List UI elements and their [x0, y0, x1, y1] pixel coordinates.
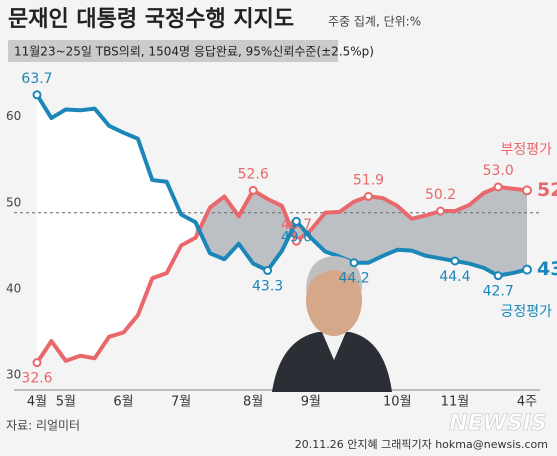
data-label: 63.7: [21, 71, 52, 87]
series-line: [35, 184, 528, 364]
legend-label: 긍정평가: [500, 304, 552, 320]
data-label: 43.4: [537, 258, 557, 280]
credit: 20.11.26 안지혜 그래픽기자 hokma@newsis.com: [295, 438, 548, 451]
x-tick-label: 5월: [56, 395, 76, 410]
data-label: 49.0: [281, 229, 312, 245]
data-label: 32.6: [21, 371, 52, 387]
x-tick-label: 7월: [171, 395, 191, 410]
x-tick-label: 4주: [517, 395, 537, 410]
data-label: 52.6: [238, 166, 269, 182]
point: [32, 358, 42, 368]
data-label: 50.2: [425, 187, 456, 203]
point: [450, 256, 460, 266]
point: [493, 182, 503, 192]
gap-area: [37, 94, 196, 363]
point: [522, 264, 532, 275]
watermark: NEWSIS: [449, 411, 547, 436]
point: [522, 185, 532, 196]
point: [349, 258, 359, 268]
data-label: 43.3: [252, 278, 283, 294]
note: 11월23~25일 TBS의뢰, 1504명 응답완료, 95%신뢰수준(±2.…: [14, 45, 374, 59]
x-tick-label: 10월: [383, 395, 412, 410]
x-tick-label: 4월: [27, 395, 47, 410]
data-label: 44.2: [338, 271, 369, 287]
x-tick-label: 9월: [301, 395, 321, 410]
data-label: 44.4: [439, 269, 470, 285]
data-label: 42.7: [483, 284, 514, 300]
point: [32, 90, 42, 100]
y-tick-label: 40: [6, 281, 21, 295]
x-tick-label: 11월: [441, 395, 470, 410]
chart-title: 문재인 대통령 국정수행 지지도: [8, 7, 294, 32]
point: [263, 265, 273, 275]
point: [436, 206, 446, 216]
data-label: 53.0: [483, 163, 514, 179]
source: 자료: 리얼미터: [6, 419, 80, 433]
note-box: [8, 40, 338, 62]
point: [248, 185, 258, 195]
point: [291, 236, 301, 246]
point: [363, 191, 373, 201]
point: [291, 216, 301, 226]
portrait: [272, 256, 392, 392]
data-label: 52.6: [537, 179, 557, 201]
legend-label: 부정평가: [500, 142, 552, 158]
y-tick-label: 60: [6, 109, 21, 123]
series-line: [35, 93, 528, 278]
y-tick-label: 30: [6, 368, 21, 382]
y-tick-label: 50: [6, 195, 21, 209]
point: [493, 271, 503, 281]
x-tick-label: 6월: [113, 395, 133, 410]
x-tick-label: 8월: [243, 395, 263, 410]
data-label: 51.9: [353, 172, 384, 188]
chart-subtitle: 주중 집계, 단위:%: [328, 15, 421, 29]
